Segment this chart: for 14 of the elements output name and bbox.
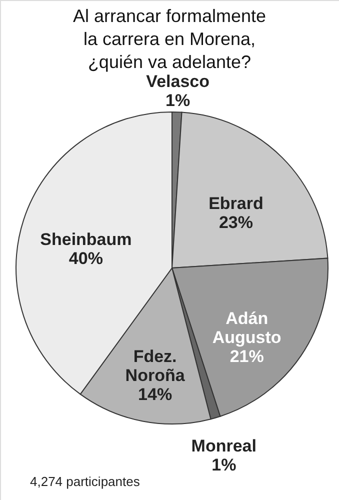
slice-label: Ebrard (208, 194, 264, 214)
data-label: 1% (166, 91, 190, 110)
data-label: 23% (218, 213, 253, 232)
text: 4,274 participantes (30, 474, 140, 489)
data-label: 40% (68, 249, 103, 268)
slice-label: Adán Augusto (212, 308, 282, 347)
slice-label: Velasco (146, 72, 210, 92)
data-label: 14% (138, 384, 172, 404)
slice-label: Fdez. Noroña (125, 346, 186, 385)
slice-label: Monreal (191, 436, 256, 456)
data-label: 1% (212, 456, 236, 475)
slice-label: Sheinbaum (40, 230, 132, 250)
data-label: 21% (230, 346, 264, 366)
chart-title: Al arrancar formalmente la carrera en Morena, ¿quién va adelante? (72, 6, 266, 72)
